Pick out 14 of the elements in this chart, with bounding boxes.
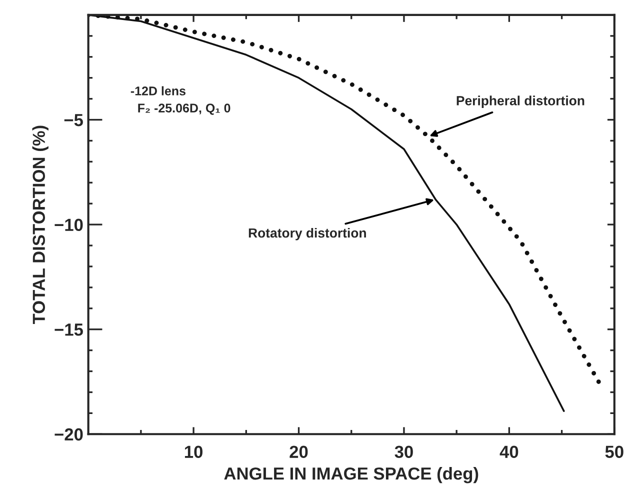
annotation: Peripheral distortion	[456, 96, 584, 108]
y-tick-label: −15	[54, 324, 83, 336]
y-axis-title: TOTAL DISTORTION (%)	[32, 126, 48, 324]
x-tick-label: 30	[394, 446, 413, 458]
y-tick-label: −20	[54, 428, 83, 441]
x-tick-label: 40	[500, 446, 518, 458]
y-tick-label: −5	[64, 114, 83, 126]
y-tick-label: −10	[54, 218, 83, 232]
annotation: -12D lens F₂ -25.06D, Q₁ 0	[130, 86, 230, 115]
x-tick-label: 50	[605, 446, 624, 458]
x-tick-label: 20	[290, 446, 308, 458]
annotation: Rotatory distortion	[248, 228, 366, 240]
x-axis-title: ANGLE IN IMAGE SPACE (deg)	[224, 466, 478, 484]
x-tick-label: 10	[184, 446, 202, 458]
